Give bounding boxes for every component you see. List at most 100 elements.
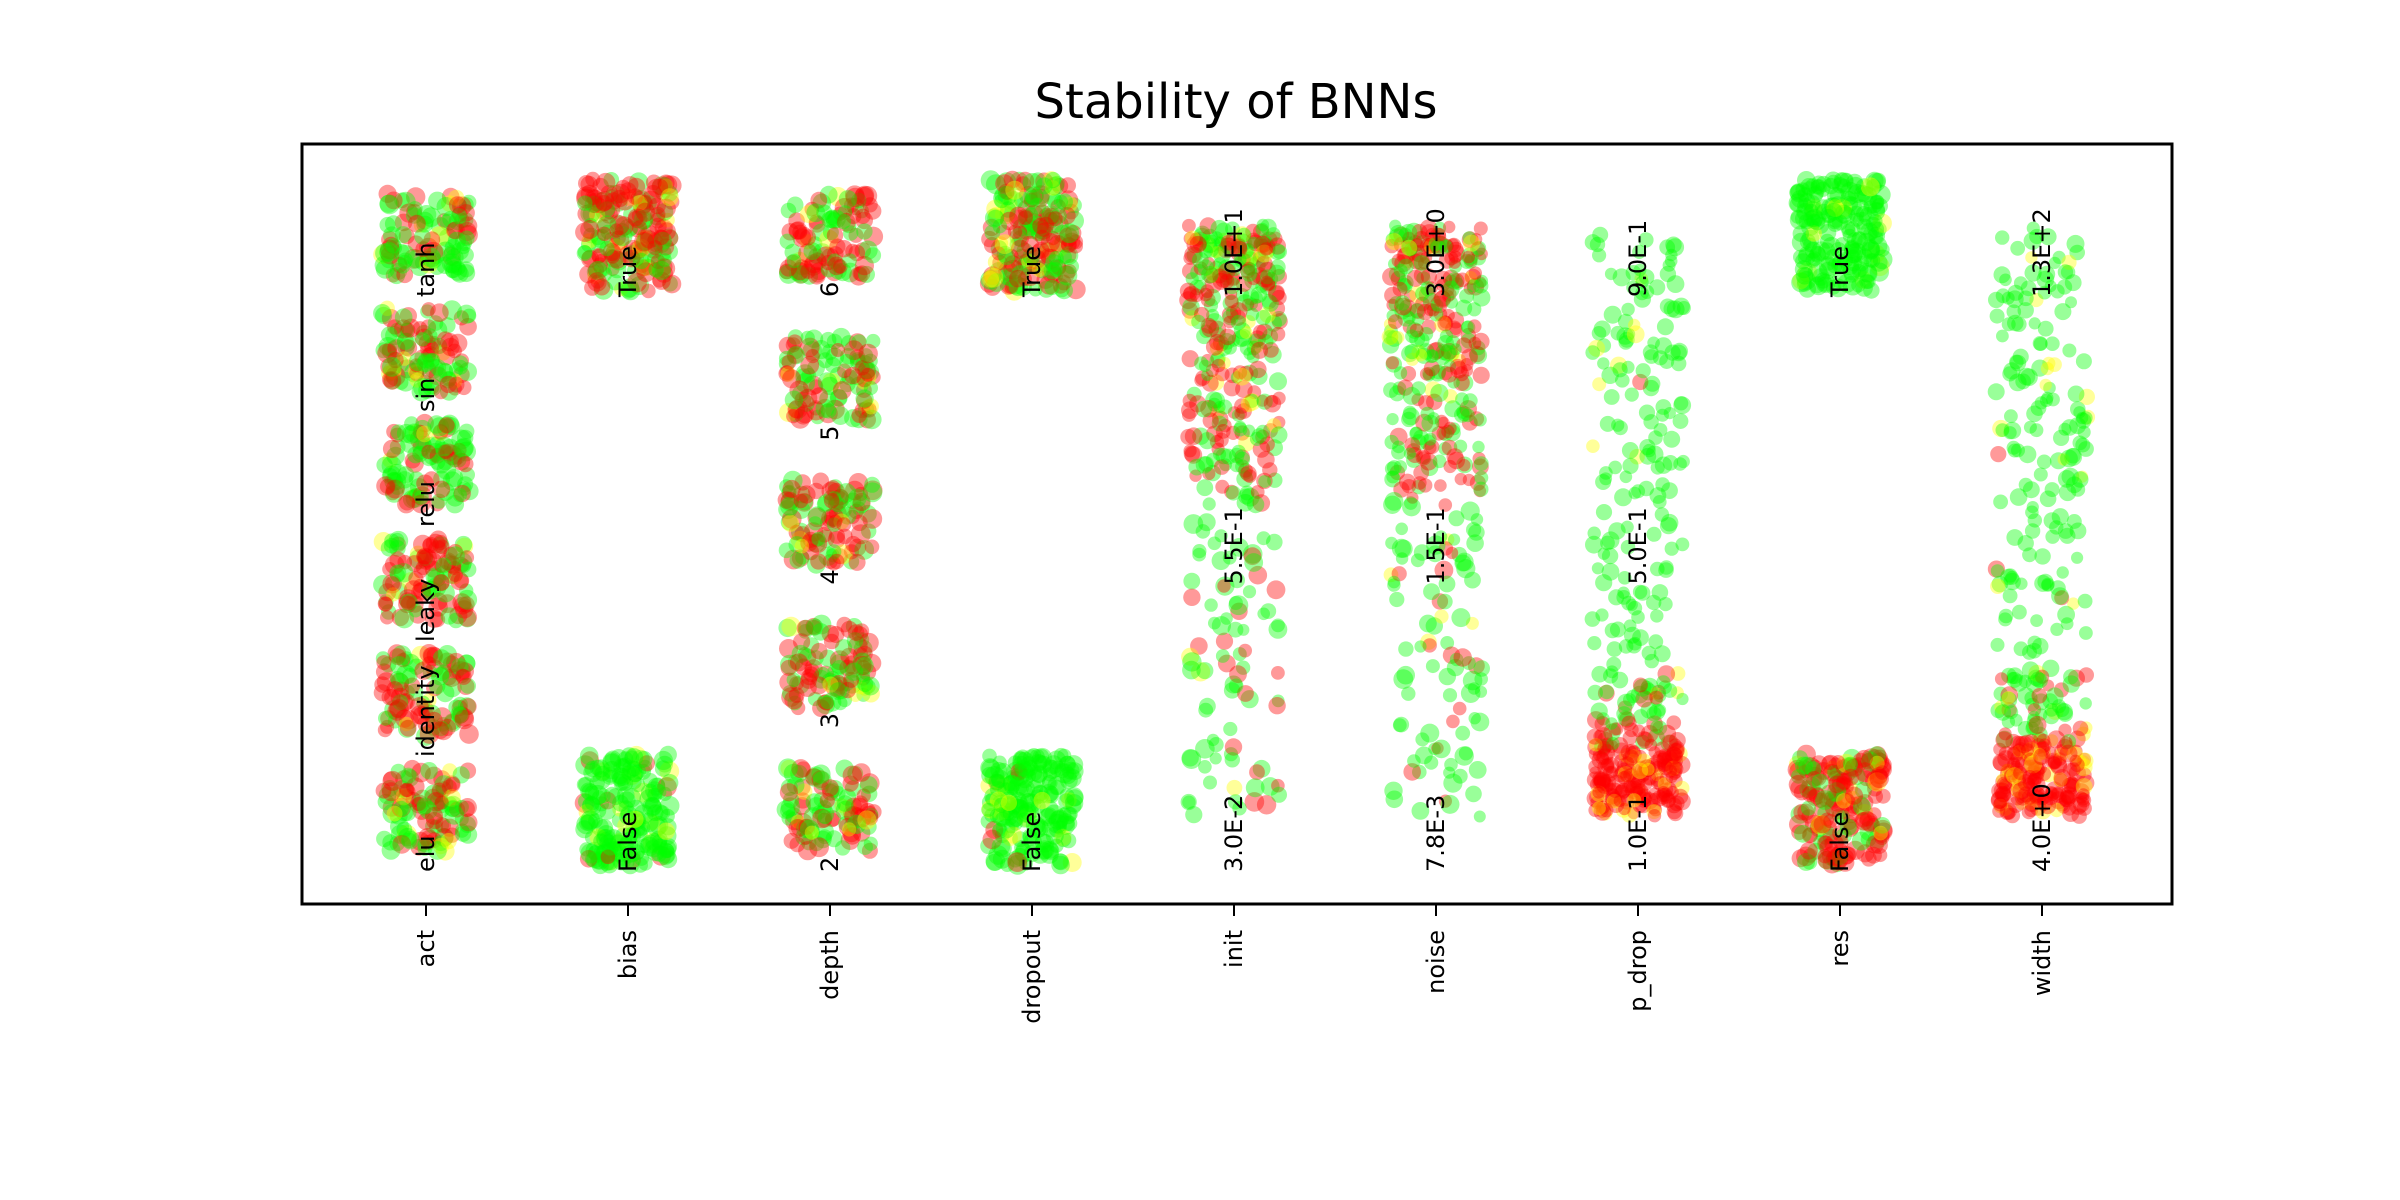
data-point bbox=[625, 840, 645, 861]
data-point bbox=[781, 810, 797, 826]
data-point bbox=[428, 841, 447, 860]
data-point bbox=[1644, 375, 1661, 392]
data-point bbox=[849, 349, 866, 366]
data-point bbox=[397, 495, 416, 514]
data-point bbox=[429, 496, 445, 512]
data-point bbox=[604, 249, 624, 268]
data-point bbox=[860, 367, 876, 382]
data-point bbox=[600, 853, 619, 871]
data-point bbox=[866, 333, 881, 349]
data-point bbox=[596, 172, 616, 193]
data-point bbox=[422, 377, 442, 397]
data-point bbox=[455, 669, 472, 685]
data-point bbox=[445, 546, 465, 566]
data-point bbox=[609, 214, 625, 230]
data-point bbox=[779, 783, 799, 802]
data-point bbox=[651, 260, 672, 281]
data-point bbox=[856, 223, 873, 240]
data-point bbox=[382, 798, 401, 817]
data-point bbox=[657, 177, 673, 192]
data-point bbox=[389, 540, 406, 557]
data-point bbox=[396, 423, 416, 443]
data-point bbox=[1420, 723, 1440, 743]
data-point bbox=[646, 804, 664, 821]
data-point bbox=[412, 424, 428, 440]
data-point bbox=[861, 402, 877, 418]
data-point bbox=[396, 332, 414, 350]
data-point bbox=[592, 177, 609, 195]
data-point bbox=[398, 589, 418, 609]
data-point bbox=[380, 610, 395, 625]
data-point bbox=[1640, 778, 1653, 791]
data-point bbox=[633, 243, 648, 258]
data-point bbox=[662, 274, 682, 294]
data-point bbox=[458, 261, 475, 278]
data-point bbox=[600, 199, 621, 220]
data-point bbox=[857, 186, 878, 206]
data-point bbox=[1472, 440, 1485, 454]
data-point bbox=[439, 371, 457, 389]
data-point bbox=[434, 344, 451, 361]
data-point bbox=[1468, 761, 1487, 779]
data-point bbox=[447, 544, 463, 560]
data-point bbox=[640, 783, 659, 802]
data-point bbox=[1461, 320, 1474, 334]
data-point bbox=[598, 791, 617, 810]
data-point bbox=[444, 795, 463, 814]
data-point bbox=[459, 813, 478, 832]
data-point bbox=[448, 448, 466, 465]
data-point bbox=[1632, 677, 1648, 693]
data-point bbox=[609, 749, 628, 768]
data-point bbox=[778, 336, 797, 355]
data-point bbox=[2062, 805, 2080, 822]
data-point bbox=[380, 358, 398, 376]
data-point bbox=[1228, 678, 1244, 694]
data-point bbox=[1044, 279, 1060, 296]
data-point bbox=[814, 821, 834, 842]
data-point bbox=[435, 817, 452, 834]
data-point bbox=[451, 699, 468, 717]
data-point bbox=[832, 676, 850, 694]
data-point bbox=[432, 707, 452, 727]
data-point bbox=[458, 225, 478, 245]
data-point bbox=[602, 852, 621, 871]
data-point bbox=[389, 322, 405, 338]
data-point bbox=[389, 262, 407, 280]
data-point bbox=[450, 242, 469, 261]
data-point bbox=[794, 792, 811, 809]
data-point bbox=[621, 856, 640, 875]
data-point bbox=[420, 319, 437, 335]
data-point bbox=[614, 223, 630, 238]
data-point bbox=[798, 388, 818, 408]
data-point bbox=[1669, 732, 1686, 749]
data-point bbox=[791, 522, 810, 542]
data-point bbox=[583, 227, 599, 244]
data-point bbox=[637, 227, 653, 244]
data-point bbox=[1465, 785, 1482, 803]
data-point bbox=[1258, 475, 1271, 488]
data-point bbox=[594, 765, 611, 782]
data-point bbox=[436, 664, 453, 680]
data-point bbox=[1659, 265, 1677, 283]
data-point bbox=[420, 830, 439, 849]
data-point bbox=[2030, 614, 2043, 627]
data-point bbox=[839, 659, 856, 677]
data-point bbox=[380, 719, 395, 734]
data-point bbox=[651, 846, 668, 862]
data-point bbox=[2044, 482, 2060, 498]
data-point bbox=[378, 184, 397, 203]
data-point bbox=[434, 558, 449, 573]
data-point bbox=[1058, 793, 1075, 810]
data-point bbox=[376, 655, 392, 671]
data-point bbox=[825, 674, 842, 690]
data-point bbox=[780, 366, 796, 382]
data-point bbox=[580, 184, 599, 203]
data-point bbox=[855, 668, 871, 683]
data-point bbox=[602, 769, 618, 785]
x-tick-label: depth bbox=[816, 930, 844, 1000]
data-point bbox=[625, 818, 641, 834]
data-point bbox=[428, 258, 445, 275]
data-point bbox=[864, 539, 880, 555]
data-point bbox=[595, 195, 613, 212]
